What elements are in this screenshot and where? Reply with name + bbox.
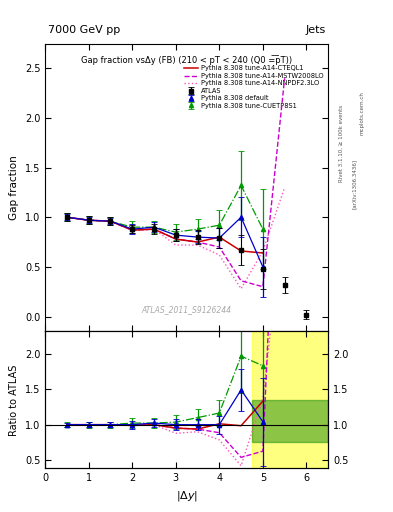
Pythia 8.308 tune-A14-MSTW2008LO (173, 236, 178, 242)
Pythia 8.308 tune-A14-CTEQL1 (108, 218, 113, 224)
Pythia 8.308 tune-A14-MSTW2008LO (86, 217, 91, 223)
X-axis label: $|\Delta y|$: $|\Delta y|$ (176, 489, 198, 503)
Pythia 8.308 tune-A14-NNPDF2.3LO (217, 252, 222, 258)
Pythia 8.308 tune-A14-MSTW2008LO (108, 218, 113, 224)
Pythia 8.308 tune-A14-CTEQL1 (239, 248, 243, 254)
Pythia 8.308 tune-A14-CTEQL1 (173, 236, 178, 242)
Bar (252, 331, 328, 468)
Pythia 8.308 tune-A14-NNPDF2.3LO (130, 227, 135, 233)
Pythia 8.308 tune-A14-CTEQL1 (130, 227, 135, 233)
Pythia 8.308 tune-A14-MSTW2008LO (64, 214, 69, 220)
Pythia 8.308 tune-A14-CTEQL1 (217, 234, 222, 240)
Pythia 8.308 tune-A14-NNPDF2.3LO (261, 248, 265, 254)
Pythia 8.308 tune-A14-NNPDF2.3LO (195, 242, 200, 248)
Pythia 8.308 tune-A14-CTEQL1 (152, 226, 156, 232)
Line: Pythia 8.308 tune-A14-CTEQL1: Pythia 8.308 tune-A14-CTEQL1 (67, 217, 263, 253)
Line: Pythia 8.308 tune-A14-MSTW2008LO: Pythia 8.308 tune-A14-MSTW2008LO (67, 78, 285, 287)
Pythia 8.308 tune-A14-MSTW2008LO (130, 227, 135, 233)
Pythia 8.308 tune-A14-MSTW2008LO (282, 75, 287, 81)
Text: [arXiv:1306.3436]: [arXiv:1306.3436] (352, 159, 357, 209)
Text: 7000 GeV pp: 7000 GeV pp (48, 25, 120, 35)
Pythia 8.308 tune-A14-CTEQL1 (64, 214, 69, 220)
Pythia 8.308 tune-A14-MSTW2008LO (217, 244, 222, 250)
Pythia 8.308 tune-A14-NNPDF2.3LO (108, 218, 113, 224)
Legend: Pythia 8.308 tune-A14-CTEQL1, Pythia 8.308 tune-A14-MSTW2008LO, Pythia 8.308 tun: Pythia 8.308 tune-A14-CTEQL1, Pythia 8.3… (182, 64, 325, 110)
Text: Gap fraction vsΔy (FB) (210 < pT < 240 (Q0 =͞pT)): Gap fraction vsΔy (FB) (210 < pT < 240 (… (81, 55, 292, 65)
Pythia 8.308 tune-A14-NNPDF2.3LO (239, 286, 243, 292)
Bar (252, 400, 328, 442)
Pythia 8.308 tune-A14-NNPDF2.3LO (64, 214, 69, 220)
Pythia 8.308 tune-A14-CTEQL1 (261, 250, 265, 256)
Text: ATLAS_2011_S9126244: ATLAS_2011_S9126244 (141, 305, 232, 314)
Pythia 8.308 tune-A14-CTEQL1 (86, 217, 91, 223)
Pythia 8.308 tune-A14-MSTW2008LO (195, 239, 200, 245)
Pythia 8.308 tune-A14-NNPDF2.3LO (173, 242, 178, 248)
Pythia 8.308 tune-A14-MSTW2008LO (239, 278, 243, 284)
Pythia 8.308 tune-A14-MSTW2008LO (261, 284, 265, 290)
Pythia 8.308 tune-A14-NNPDF2.3LO (152, 226, 156, 232)
Pythia 8.308 tune-A14-NNPDF2.3LO (282, 184, 287, 190)
Pythia 8.308 tune-A14-MSTW2008LO (152, 226, 156, 232)
Pythia 8.308 tune-A14-CTEQL1 (195, 239, 200, 245)
Pythia 8.308 tune-A14-NNPDF2.3LO (86, 217, 91, 223)
Text: Rivet 3.1.10, ≥ 100k events: Rivet 3.1.10, ≥ 100k events (339, 105, 344, 182)
Text: Jets: Jets (305, 25, 325, 35)
Y-axis label: Gap fraction: Gap fraction (9, 155, 19, 220)
Line: Pythia 8.308 tune-A14-NNPDF2.3LO: Pythia 8.308 tune-A14-NNPDF2.3LO (67, 187, 285, 289)
Text: mcplots.cern.ch: mcplots.cern.ch (360, 91, 365, 135)
Y-axis label: Ratio to ATLAS: Ratio to ATLAS (9, 364, 19, 436)
